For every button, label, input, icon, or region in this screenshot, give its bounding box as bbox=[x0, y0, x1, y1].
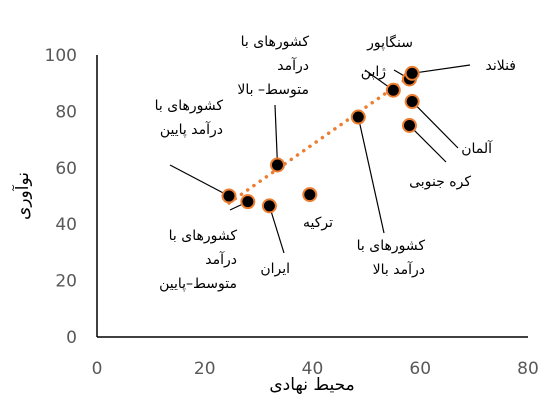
annotation-label: متوسط–پایین bbox=[159, 276, 237, 292]
x-tick-label: 60 bbox=[409, 359, 431, 379]
y-tick-label: 40 bbox=[55, 215, 77, 235]
y-tick-label: 100 bbox=[45, 46, 77, 66]
data-points bbox=[221, 65, 420, 214]
annotation-label: درآمد پایین bbox=[160, 121, 223, 138]
data-point bbox=[240, 194, 256, 210]
y-axis-title: نوآوری bbox=[11, 172, 33, 220]
y-tick-label: 60 bbox=[55, 159, 77, 179]
annotation-leader-line bbox=[268, 205, 285, 254]
annotation-label: کشورهای با bbox=[169, 228, 238, 244]
data-point bbox=[221, 188, 237, 204]
trendline bbox=[227, 72, 414, 205]
data-point bbox=[385, 82, 401, 98]
annotation-leader-line bbox=[274, 104, 279, 166]
x-tick-labels: 0 20 40 60 80 bbox=[92, 359, 539, 379]
annotation-leader-line bbox=[409, 125, 447, 163]
x-tick-label: 80 bbox=[517, 359, 539, 379]
annotation-label: درآمد بالا bbox=[373, 261, 425, 278]
x-tick-label: 20 bbox=[194, 359, 216, 379]
annotation-label: کشورهای با bbox=[241, 34, 310, 50]
data-point bbox=[404, 94, 420, 110]
data-point bbox=[302, 187, 318, 203]
annotation-leader-line bbox=[169, 164, 230, 197]
annotation-leader-line bbox=[357, 116, 385, 234]
y-tick-labels: 0 20 40 60 80 100 bbox=[45, 46, 77, 348]
x-tick-label: 40 bbox=[302, 359, 324, 379]
annotation-label: درآمد bbox=[277, 57, 309, 74]
annotation-label: درآمد bbox=[205, 251, 237, 268]
y-tick-label: 20 bbox=[55, 272, 77, 292]
data-point bbox=[261, 198, 277, 214]
annotation-leader-line bbox=[412, 64, 471, 74]
annotation-label: سنگاپور bbox=[366, 34, 413, 51]
annotation-label: ترکیه bbox=[303, 215, 333, 231]
y-tick-label: 80 bbox=[55, 102, 77, 122]
data-point bbox=[401, 118, 417, 133]
annotation-label: کشورهای با bbox=[155, 98, 224, 114]
annotation-leader-line bbox=[411, 101, 459, 149]
annotation-label: کشورهای با bbox=[357, 238, 426, 254]
annotation-label: ژاپن bbox=[361, 64, 386, 80]
data-point bbox=[350, 109, 366, 125]
annotation-leaders bbox=[169, 64, 471, 254]
annotation-label: ایران bbox=[260, 261, 290, 277]
annotation-label: فنلاند bbox=[485, 58, 516, 74]
data-point bbox=[269, 157, 285, 173]
x-axis-title: محیط نهادی bbox=[269, 375, 354, 395]
x-tick-label: 0 bbox=[92, 359, 103, 379]
annotation-labels: کشورهای با درآمد پایین کشورهای با درآمد متوس… bbox=[155, 34, 516, 292]
annotation-label: متوسط– بالا bbox=[237, 82, 309, 98]
annotation-label: آلمان bbox=[461, 140, 493, 157]
data-point bbox=[404, 65, 420, 81]
annotation-label: کره جنوبی bbox=[409, 174, 471, 190]
y-tick-label: 0 bbox=[66, 328, 77, 348]
